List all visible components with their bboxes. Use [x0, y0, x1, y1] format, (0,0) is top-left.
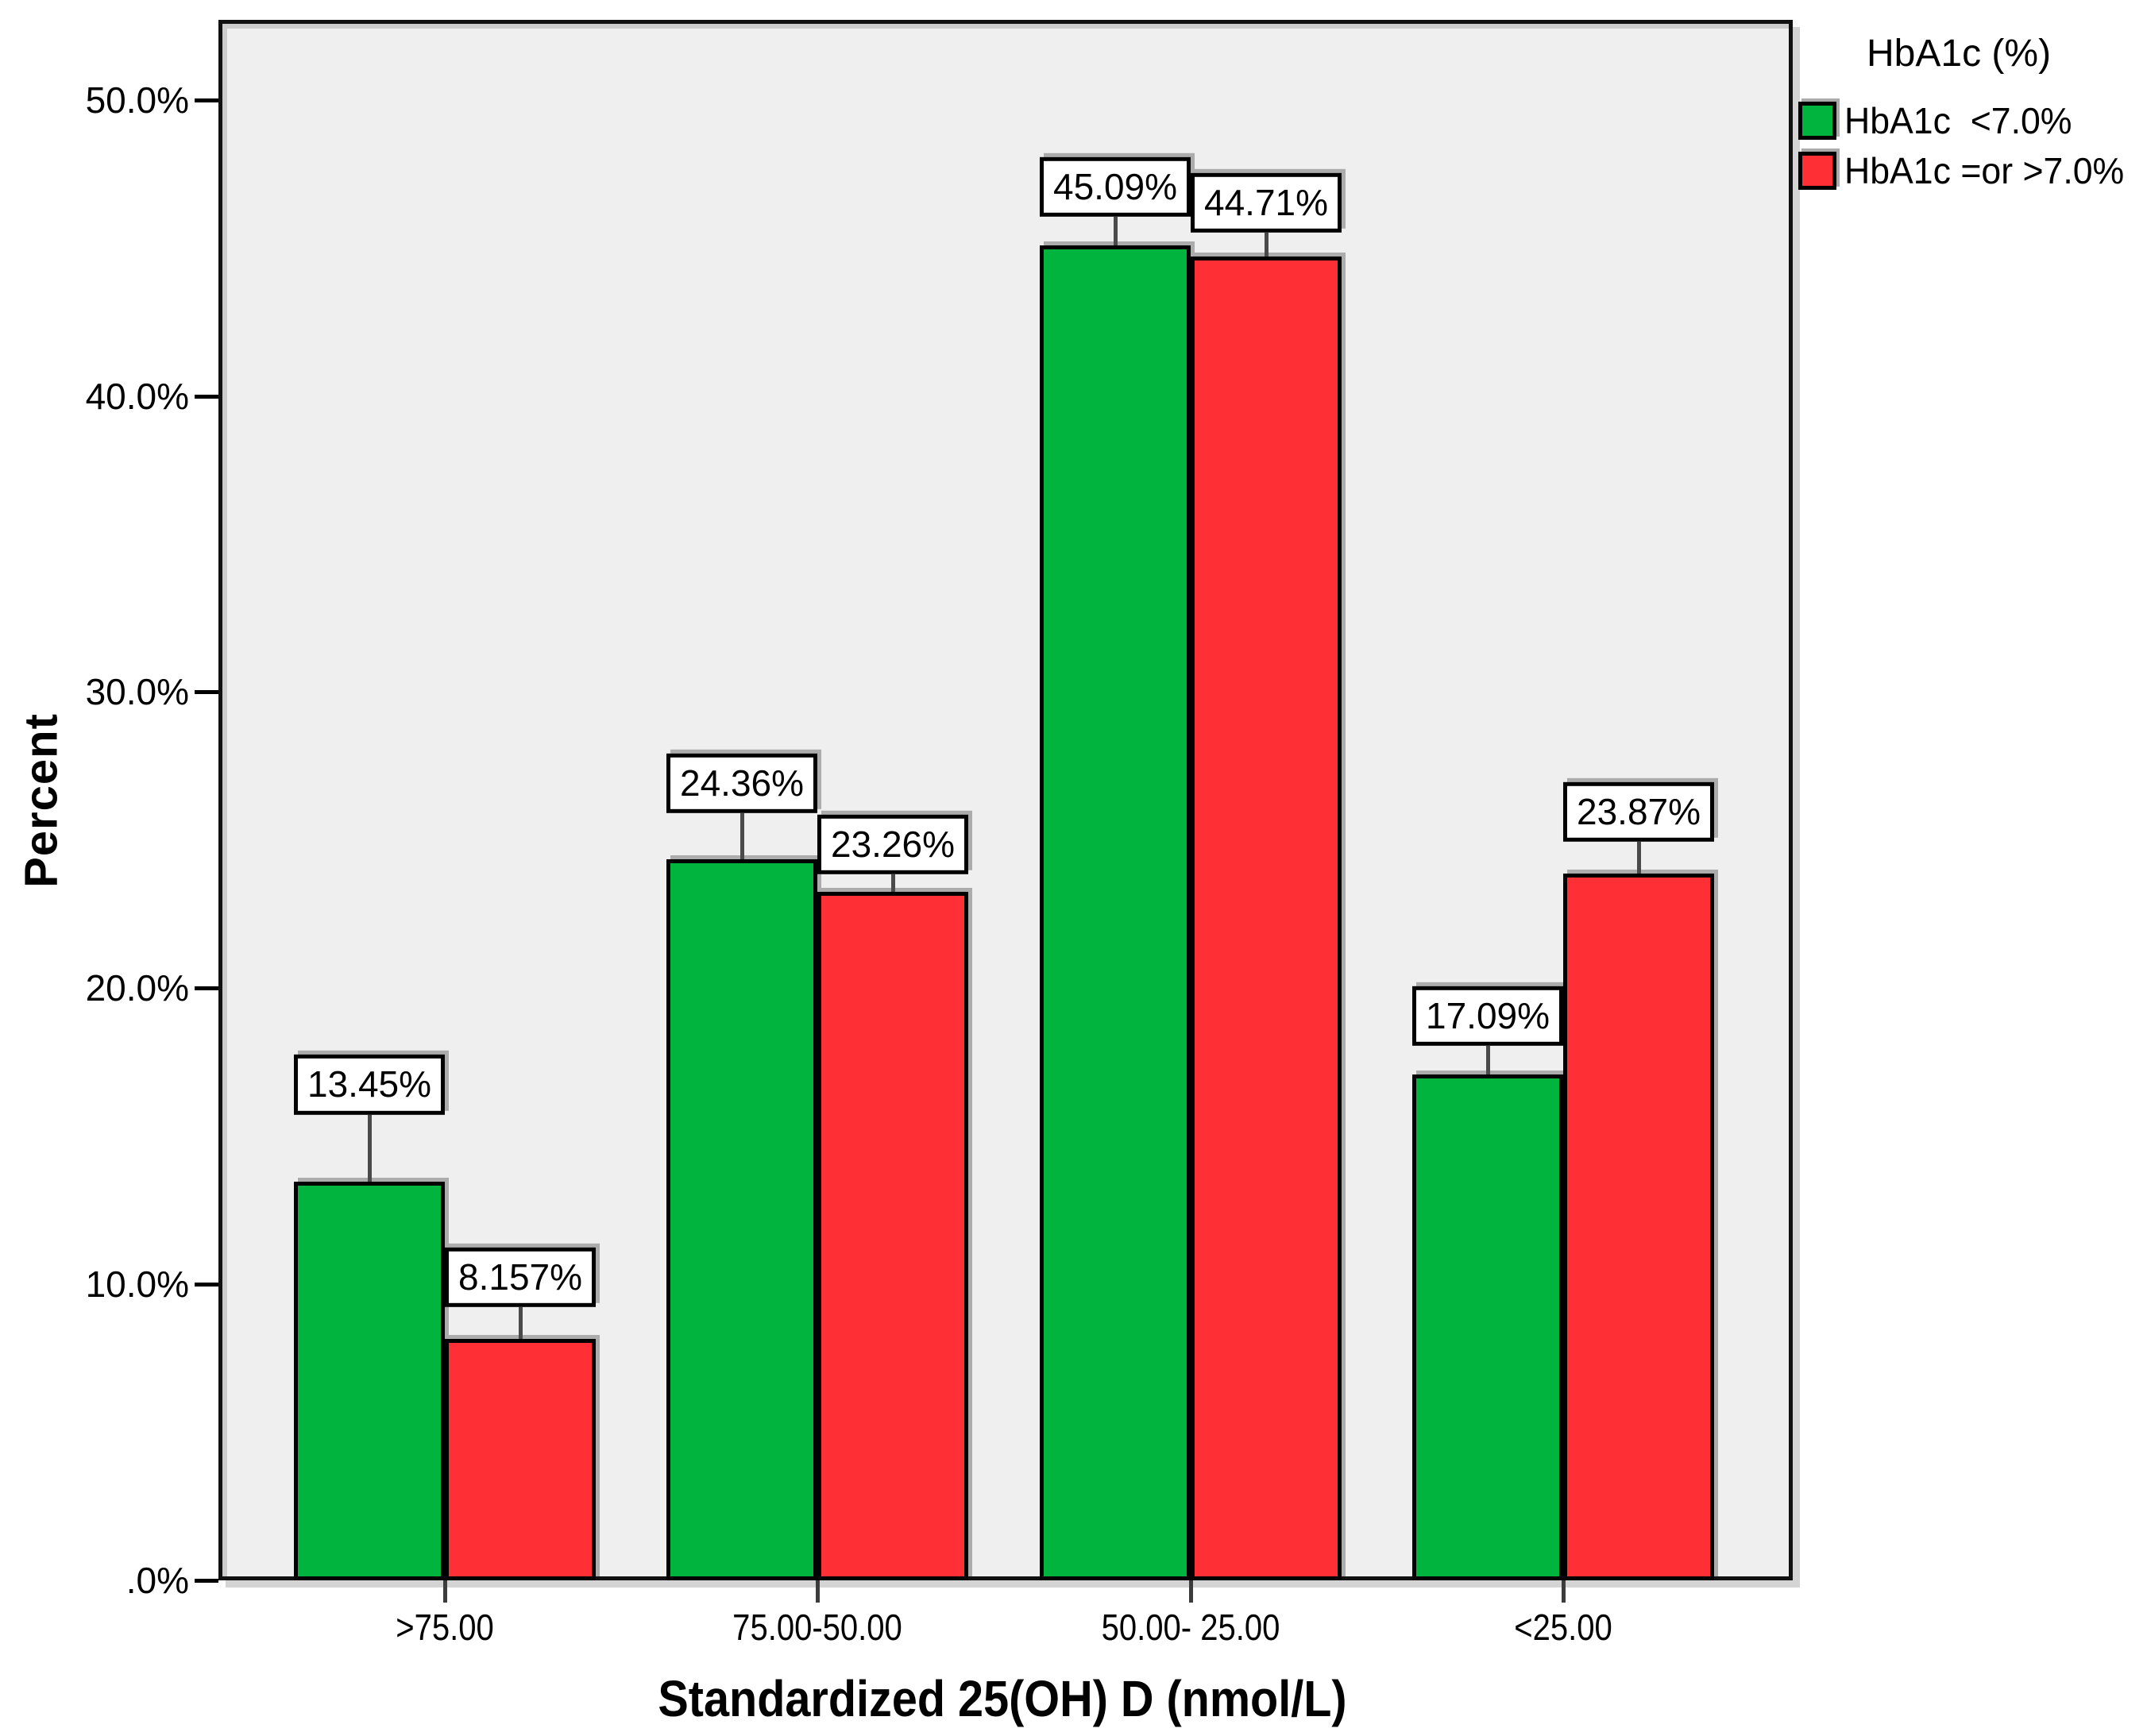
bar: [294, 1182, 445, 1580]
bar: [1412, 1074, 1563, 1580]
bar: [445, 1338, 596, 1580]
y-tick-mark: [195, 394, 218, 399]
x-tick-mark: [1562, 1580, 1566, 1603]
bar: [817, 891, 968, 1580]
bar: [1191, 256, 1342, 1580]
bar-value-label: 23.87%: [1562, 781, 1715, 842]
legend-item: HbA1c =or >7.0%: [1798, 149, 2133, 192]
y-axis-title: Percent: [15, 713, 68, 888]
bar-label-connector: [1265, 232, 1269, 257]
x-category-label: 75.00-50.00: [732, 1607, 902, 1648]
x-category-label: >75.00: [396, 1607, 494, 1648]
y-tick-label: 30.0%: [85, 671, 189, 713]
bar: [1040, 245, 1191, 1580]
x-axis-title: Standardized 25(OH) D (nmol/L): [658, 1670, 1347, 1727]
bar: [1563, 873, 1714, 1580]
bar-label-connector: [368, 1114, 372, 1182]
bar-label-connector: [519, 1306, 523, 1339]
legend: HbA1c (%) HbA1c <7.0% HbA1c =or >7.0%: [1798, 32, 2133, 199]
bar-value-label: 8.157%: [444, 1247, 597, 1307]
bar-value-label: 24.36%: [666, 753, 818, 813]
y-tick-mark: [195, 1283, 218, 1287]
y-tick-label: 50.0%: [85, 79, 189, 121]
x-tick-mark: [816, 1580, 820, 1603]
legend-swatch-red: [1798, 152, 1836, 190]
bar-value-label: 23.26%: [817, 814, 969, 874]
bar-label-connector: [1114, 216, 1118, 245]
bar-value-label: 44.71%: [1190, 172, 1342, 233]
legend-item-label: HbA1c <7.0%: [1844, 100, 2072, 141]
bar-label-connector: [891, 874, 895, 892]
bar-label-connector: [740, 812, 744, 859]
y-tick-label: 40.0%: [85, 375, 189, 417]
y-tick-label: 10.0%: [85, 1263, 189, 1306]
legend-item: HbA1c <7.0%: [1798, 99, 2133, 142]
y-tick-label: 20.0%: [85, 967, 189, 1009]
x-category-label: 50.00- 25.00: [1101, 1607, 1280, 1648]
legend-swatch-green: [1798, 102, 1836, 140]
x-tick-mark: [443, 1580, 447, 1603]
y-tick-mark: [195, 1579, 218, 1583]
y-tick-mark: [195, 986, 218, 991]
y-tick-mark: [195, 690, 218, 695]
legend-title: HbA1c (%): [1867, 33, 2052, 75]
y-tick-mark: [195, 98, 218, 102]
bar-value-label: 45.09%: [1039, 156, 1191, 217]
bar-value-label: 13.45%: [293, 1055, 446, 1115]
bar: [666, 858, 817, 1580]
x-tick-mark: [1189, 1580, 1193, 1603]
y-tick-label: .0%: [125, 1560, 189, 1601]
bar-label-connector: [1486, 1045, 1490, 1074]
bar-value-label: 17.09%: [1411, 986, 1564, 1046]
bar-label-connector: [1637, 841, 1641, 874]
legend-item-label: HbA1c =or >7.0%: [1844, 150, 2125, 191]
x-category-label: <25.00: [1514, 1607, 1612, 1648]
